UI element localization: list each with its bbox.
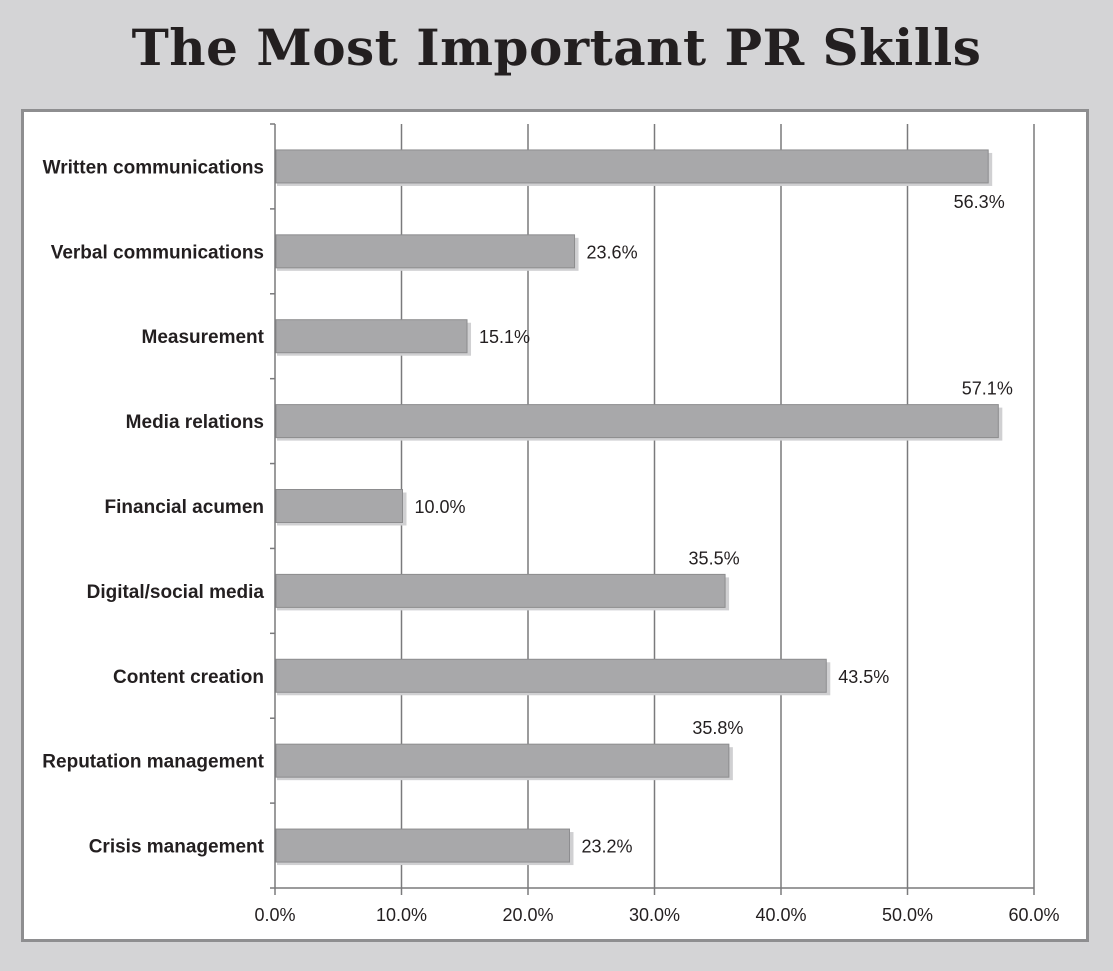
data-label: 57.1%: [962, 379, 1013, 399]
category-label: Crisis management: [89, 837, 265, 858]
bar-chart: 0.0% 10.0% 20.0% 30.0% 40.0% 50.0% 60.0% Writte…: [42, 123, 1060, 925]
bar: [275, 658, 827, 693]
category-label: Financial acumen: [105, 497, 264, 518]
x-tick-label: 40.0%: [755, 905, 806, 925]
bars: [275, 149, 1003, 866]
data-label: 43.5%: [838, 667, 889, 687]
data-label: 10.0%: [415, 497, 466, 517]
category-label: Verbal communications: [51, 242, 264, 263]
bar: [275, 404, 999, 439]
x-tick-label: 60.0%: [1008, 905, 1059, 925]
x-tick-label: 10.0%: [376, 905, 427, 925]
bar: [275, 828, 570, 863]
data-label: 35.8%: [692, 718, 743, 738]
data-label: 23.2%: [581, 837, 632, 857]
x-tick-label: 30.0%: [629, 905, 680, 925]
data-label: 15.1%: [479, 327, 530, 347]
chart-frame: 0.0% 10.0% 20.0% 30.0% 40.0% 50.0% 60.0% Writte…: [21, 109, 1089, 942]
bar: [275, 319, 468, 354]
category-label: Digital/social media: [87, 582, 265, 603]
x-tick-label: 0.0%: [254, 905, 295, 925]
category-label: Measurement: [142, 327, 265, 348]
data-label: 23.6%: [587, 242, 638, 262]
bar: [275, 573, 726, 608]
bar: [275, 743, 730, 778]
category-label: Written communications: [43, 157, 264, 178]
data-label: 56.3%: [954, 192, 1005, 212]
bar: [275, 234, 576, 269]
category-label: Reputation management: [42, 752, 264, 773]
labels: 0.0% 10.0% 20.0% 30.0% 40.0% 50.0% 60.0% Writte…: [42, 157, 1059, 925]
bar: [275, 489, 403, 523]
category-label: Content creation: [113, 667, 264, 688]
x-tick-label: 20.0%: [502, 905, 553, 925]
data-label: 35.5%: [689, 548, 740, 568]
x-tick-label: 50.0%: [882, 905, 933, 925]
bar: [275, 149, 989, 184]
category-label: Media relations: [126, 412, 264, 433]
axes: [270, 123, 1035, 895]
chart-title: The Most Important PR Skills: [131, 18, 982, 77]
